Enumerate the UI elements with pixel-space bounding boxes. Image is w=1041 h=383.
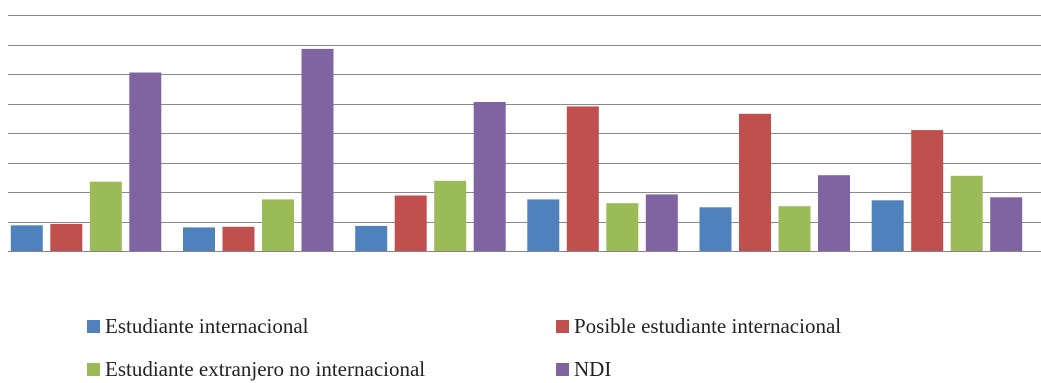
bar	[222, 226, 255, 251]
bar	[566, 106, 599, 252]
bar	[10, 225, 43, 251]
bar	[183, 227, 215, 251]
bar	[394, 195, 427, 251]
legend-item-estudiante-extranjero: Estudiante extranjero no internacional	[87, 357, 425, 381]
bar	[990, 197, 1023, 251]
legend-label: Estudiante extranjero no internacional	[105, 357, 426, 381]
legend-swatch	[87, 362, 100, 376]
gridlines	[8, 15, 1041, 252]
bar	[818, 175, 850, 251]
bar	[89, 181, 122, 251]
bar	[606, 203, 639, 251]
bar	[301, 48, 334, 252]
bar	[355, 225, 388, 251]
bar	[950, 175, 983, 251]
bar	[739, 113, 771, 251]
legend-label: Posible estudiante internacional	[574, 314, 842, 338]
bars	[10, 48, 1023, 252]
bar	[871, 200, 904, 251]
legend-swatch	[87, 319, 100, 333]
legend-label: NDI	[574, 357, 612, 381]
bar	[911, 130, 944, 251]
bar-chart	[8, 15, 1041, 252]
legend-item-ndi: NDI	[556, 357, 611, 381]
legend-swatch	[556, 362, 569, 376]
bar	[434, 180, 467, 251]
bar	[699, 207, 732, 251]
legend-label: Estudiante internacional	[105, 314, 309, 338]
legend-item-posible-estudiante-internacional: Posible estudiante internacional	[556, 314, 841, 338]
bar	[50, 223, 83, 251]
bar	[473, 102, 506, 251]
legend-item-estudiante-internacional: Estudiante internacional	[87, 314, 309, 338]
bar	[778, 206, 811, 251]
bar	[129, 72, 162, 251]
legend-swatch	[556, 319, 569, 333]
bar	[527, 199, 560, 251]
bar	[645, 194, 678, 251]
bar	[262, 199, 294, 251]
